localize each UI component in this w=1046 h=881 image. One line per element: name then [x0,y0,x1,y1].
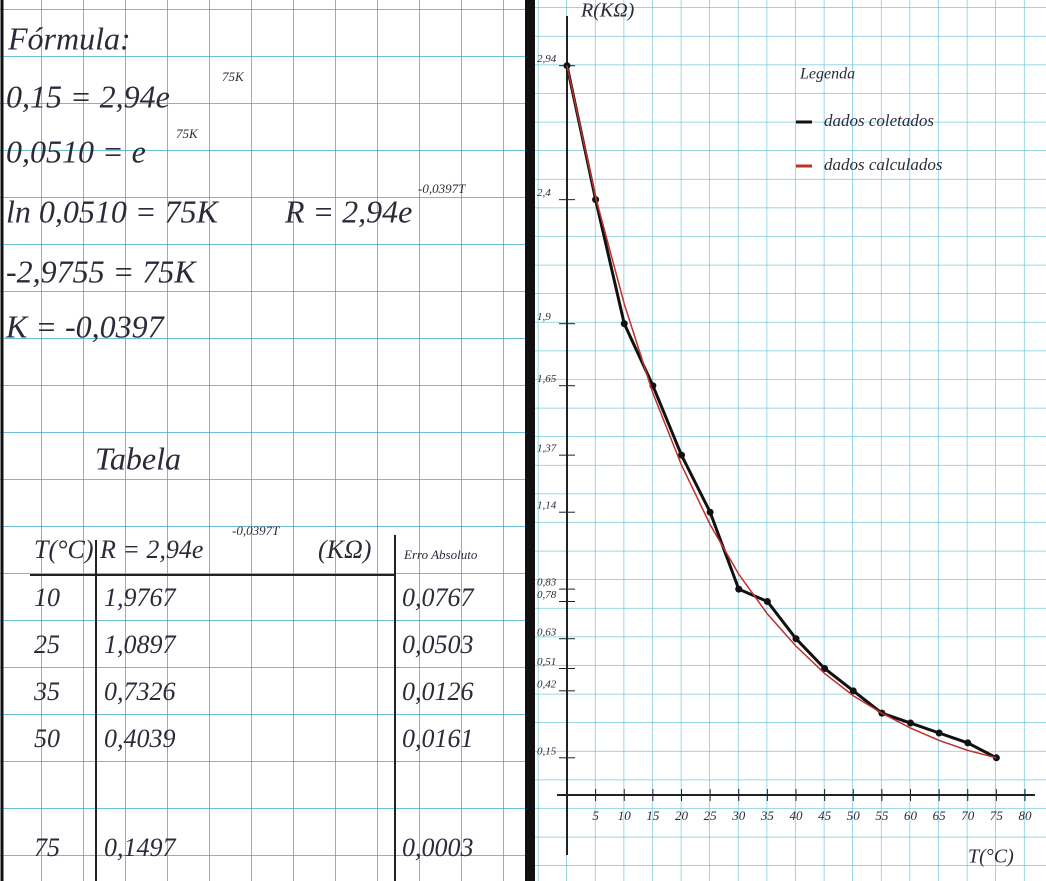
data-point [621,320,628,327]
data-point [764,598,771,605]
formula-exponent: 75K [176,126,199,141]
x-tick-label: 60 [904,808,918,823]
legend-label: dados coletados [824,111,934,130]
table-cell: 1,9767 [104,583,177,612]
right-page-grid [535,0,1046,881]
legend-label: dados calculados [824,155,943,174]
table-header: T(°C) [34,535,94,564]
legend-title: Legenda [799,66,855,83]
table-cell: 25 [34,630,60,659]
data-point [707,509,714,516]
table-cell: 35 [33,677,60,706]
x-tick-label: 75 [990,808,1004,823]
y-tick-label: 0,15 [537,745,557,757]
table-cell: 0,0003 [402,833,474,862]
y-tick-label: 1,65 [537,373,557,385]
table-title: Tabela [95,440,181,476]
data-point [735,586,742,593]
divider [525,0,535,881]
table-header-exponent: -0,0397T [232,523,280,538]
formula-line: -2,9755 = 75K [6,253,197,289]
result-formula: R = 2,94e [284,193,412,229]
x-tick-label: 65 [933,808,947,823]
formula-line: 0,0510 = e [6,133,146,169]
table-cell: 10 [34,583,60,612]
x-tick-label: 50 [847,808,861,823]
result-exponent: -0,0397T [418,181,466,196]
x-tick-label: 5 [592,808,599,823]
y-tick-label: 0,42 [537,678,557,690]
y-tick-label: 0,78 [537,589,557,601]
table-cell: 0,4039 [104,724,176,753]
data-point [907,720,914,727]
table-cell: 0,0767 [402,583,475,612]
table-cell: 50 [34,724,60,753]
table-cell: 0,0126 [402,677,474,706]
x-tick-label: 55 [875,808,889,823]
x-tick-label: 40 [790,808,804,823]
x-tick-label: 20 [675,808,689,823]
formula-exponent: 75K [222,69,245,84]
y-tick-label: 1,9 [537,311,551,323]
y-axis-label: R(KΩ) [580,0,635,22]
x-axis-label: T(°C) [968,846,1014,868]
x-tick-label: 15 [646,808,660,823]
data-point [936,729,943,736]
data-point [793,635,800,642]
x-tick-label: 35 [760,808,775,823]
table-header: Erro Absoluto [403,547,478,562]
table-cell: 75 [34,833,60,862]
y-tick-label: 0,83 [537,577,557,589]
x-tick-label: 45 [818,808,832,823]
table-cell: 1,0897 [104,630,177,659]
table-cell: 0,0161 [402,724,474,753]
x-tick-label: 25 [704,808,718,823]
formula-line: 0,15 = 2,94e [6,78,170,114]
y-tick-label: 0,51 [537,656,556,668]
x-tick-label: 80 [1019,808,1033,823]
page: Fórmula: 0,15 = 2,94e 75K 0,0510 = e 75K… [0,0,1046,881]
table-cell: 0,0503 [402,630,474,659]
table-header: R = 2,94e [99,535,203,564]
formula-title: Fórmula: [7,20,131,56]
y-tick-label: 2,94 [537,53,557,65]
table-cell: 0,7326 [104,677,176,706]
y-tick-label: 1,14 [537,500,557,512]
data-point [964,739,971,746]
y-tick-label: 0,63 [537,626,557,638]
y-tick-label: 1,37 [537,443,557,455]
table-header: (KΩ) [318,535,371,564]
y-tick-label: 2,4 [537,187,551,199]
table-cell: 0,1497 [104,833,177,862]
x-tick-label: 10 [618,808,632,823]
formula-line: ln 0,0510 = 75K [6,193,219,229]
x-tick-label: 30 [731,808,746,823]
formula-line: K = -0,0397 [5,308,166,344]
x-tick-label: 70 [961,808,975,823]
